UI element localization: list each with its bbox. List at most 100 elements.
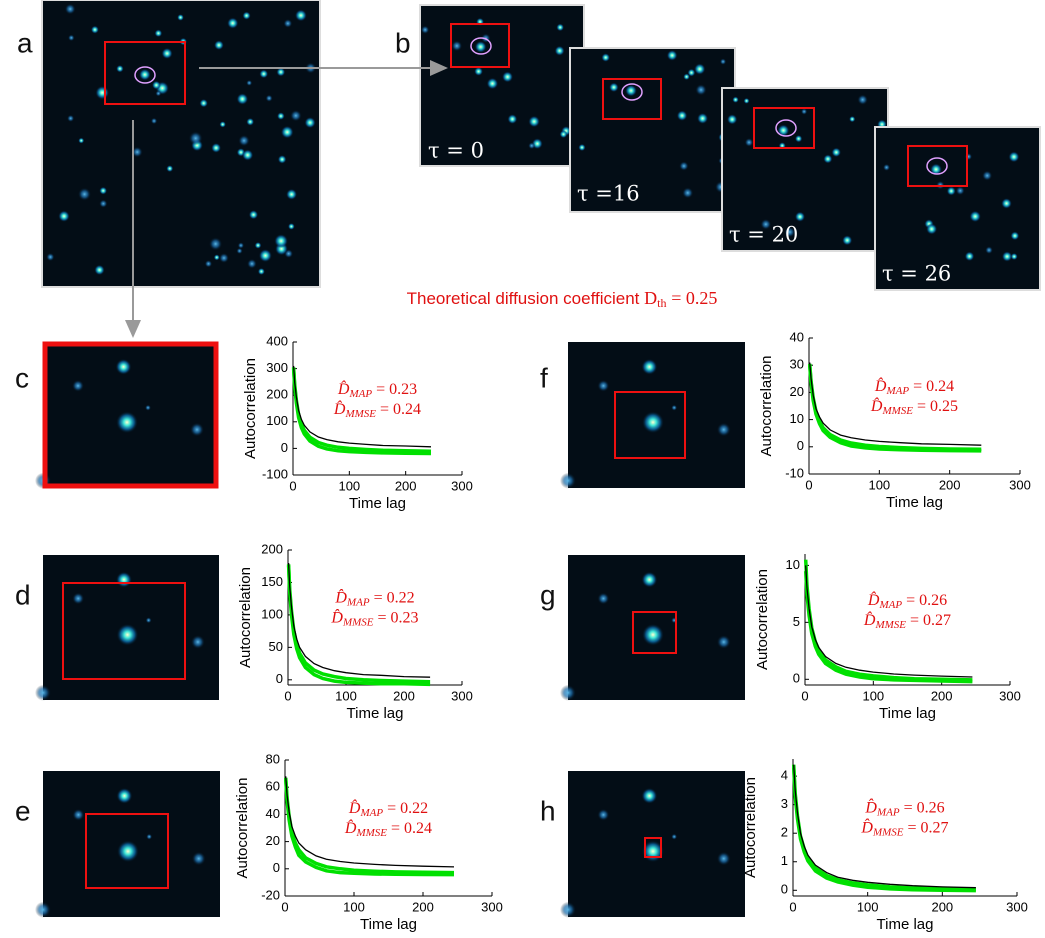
tau-label: τ = 26 — [882, 262, 951, 286]
spot — [72, 809, 84, 821]
estimate-sub: MAP — [359, 806, 383, 818]
spot — [745, 138, 754, 147]
spot — [985, 246, 993, 254]
y-tick-label: -20 — [261, 887, 280, 902]
spot — [744, 98, 750, 104]
y-tick-label: 40 — [790, 329, 804, 344]
y-tick-label: 60 — [266, 779, 280, 794]
spot — [189, 131, 203, 145]
spot — [283, 19, 292, 28]
x-axis-label: Time lag — [886, 494, 943, 511]
estimate-value: = 0.25 — [917, 398, 958, 415]
y-tick-label: 300 — [266, 360, 288, 375]
estimate-value: = 0.24 — [913, 378, 954, 395]
y-tick-label: 0 — [276, 671, 283, 686]
spot — [247, 259, 257, 269]
spot — [641, 788, 657, 804]
spot — [35, 685, 51, 701]
spot — [641, 359, 657, 375]
x-tick-label: 300 — [451, 688, 473, 703]
spot — [487, 78, 499, 90]
spot — [727, 114, 738, 125]
spot — [697, 113, 708, 124]
x-axis-label: Time lag — [879, 705, 936, 722]
spot — [982, 170, 992, 180]
y-axis-label: Autocorrelation — [742, 777, 759, 878]
spot — [238, 135, 250, 147]
estimate: D̂MAP= 0.23 — [337, 379, 417, 399]
spot — [679, 161, 689, 171]
spot — [849, 116, 855, 122]
spot — [219, 121, 226, 128]
spot — [288, 223, 295, 230]
spot — [259, 249, 272, 262]
spot — [91, 26, 99, 34]
spot — [717, 635, 731, 649]
spot — [116, 788, 132, 804]
estimate: D̂MMSE = 0.25 — [870, 396, 958, 416]
spot — [219, 253, 229, 263]
spot — [155, 90, 161, 96]
spot — [597, 380, 609, 392]
spot — [717, 423, 731, 437]
estimate-value: = 0.24 — [380, 401, 421, 418]
estimate: D̂MMSE= 0.24 — [333, 399, 421, 419]
y-tick-label: 0 — [797, 438, 804, 453]
spot — [238, 242, 244, 248]
spot — [601, 53, 610, 62]
x-axis-label: Time lag — [347, 705, 404, 722]
figure: Theoretical diffusion coefficient Dth = … — [0, 0, 1045, 938]
spot — [609, 82, 619, 92]
spot — [65, 4, 76, 15]
y-tick-label: 100 — [266, 413, 288, 428]
spot — [831, 148, 841, 158]
spot — [451, 40, 462, 51]
spot — [72, 380, 84, 392]
spot — [259, 69, 268, 78]
y-axis-label: Autocorrelation — [242, 358, 259, 459]
estimate-value: = 0.27 — [910, 612, 951, 629]
spot — [578, 144, 585, 151]
spot — [694, 63, 706, 75]
spot — [1010, 231, 1019, 240]
y-tick-label: 20 — [790, 384, 804, 399]
tau-label: τ = 20 — [729, 223, 798, 247]
spot — [823, 154, 832, 163]
estimate-value: = 0.24 — [391, 820, 432, 837]
x-tick-label: 300 — [1006, 899, 1028, 914]
spot — [139, 69, 151, 81]
spot — [682, 187, 693, 198]
theory-sub: th — [657, 296, 666, 310]
estimate-value: = 0.26 — [906, 592, 947, 609]
x-tick-label: 100 — [868, 477, 890, 492]
x-tick-label: 300 — [481, 899, 503, 914]
x-tick-label: 0 — [789, 899, 796, 914]
estimate-symbol: D̂ — [863, 610, 876, 629]
theory-text: Theoretical diffusion coefficient — [407, 289, 640, 308]
spot — [227, 17, 238, 28]
spot — [1008, 151, 1019, 162]
estimate: D̂MMSE= 0.24 — [344, 818, 432, 838]
estimate: D̂MAP= 0.22 — [348, 798, 428, 818]
spot — [242, 149, 253, 160]
spot — [560, 473, 576, 489]
estimate-sub: MAP — [878, 599, 902, 611]
spot — [154, 29, 162, 37]
spot — [190, 423, 204, 437]
y-tick-label: 30 — [790, 357, 804, 372]
spot — [597, 809, 609, 821]
y-tick-label: 100 — [261, 606, 283, 621]
x-tick-label: 0 — [801, 688, 808, 703]
spot — [965, 251, 975, 261]
spot — [116, 65, 124, 73]
estimate-sub: MMSE — [881, 404, 913, 416]
spot — [211, 143, 221, 153]
x-tick-label: 200 — [412, 899, 434, 914]
spot — [642, 624, 664, 646]
spot — [683, 73, 690, 80]
estimate-sub: MAP — [346, 596, 370, 608]
spot — [161, 48, 172, 59]
spot — [560, 902, 576, 918]
estimate-symbol: D̂ — [870, 396, 883, 415]
estimate-symbol: D̂ — [337, 379, 350, 398]
